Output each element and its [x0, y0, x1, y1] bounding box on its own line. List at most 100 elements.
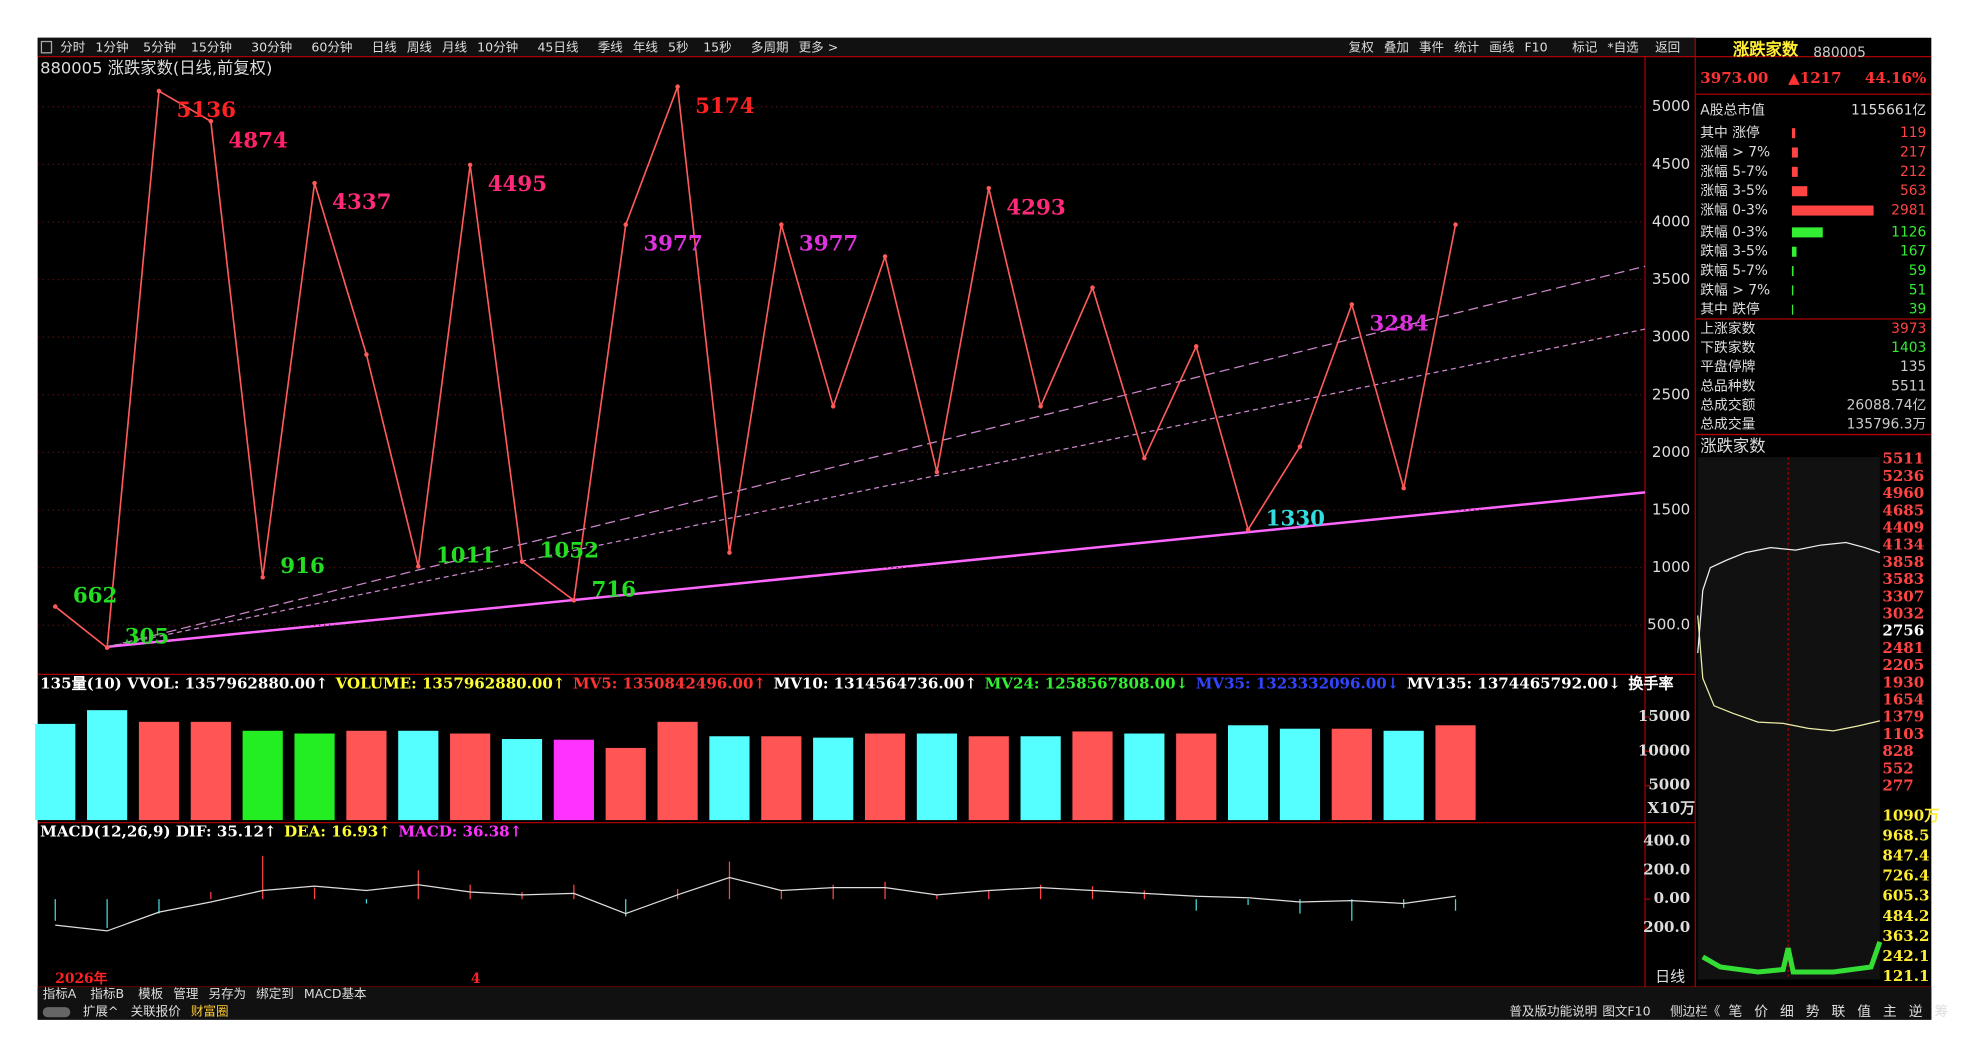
bottom-link[interactable]: 侧边栏《 [1670, 1004, 1721, 1019]
volume-bar [501, 739, 543, 821]
trend-line [107, 328, 1646, 648]
toolbar-item[interactable]: 分时 [60, 39, 86, 54]
stat-value: 26088.74亿 [1847, 397, 1927, 413]
mini-tick: 5511 [1882, 450, 1924, 468]
toolbar-item[interactable]: 30分钟 [251, 39, 292, 54]
window [37, 37, 1932, 1020]
breakdown-bar [1791, 186, 1808, 197]
side-tab[interactable]: 价 [1754, 1004, 1768, 1020]
bottom-tab[interactable]: 财富圈 [191, 1004, 229, 1019]
mini-vol-tick: 605.3 [1882, 887, 1929, 905]
bottom-tab[interactable]: 扩展^ [83, 1004, 119, 1019]
period: 日线 [1655, 968, 1685, 986]
toolbar-item[interactable]: 返回 [1655, 39, 1680, 54]
bottom-tab[interactable]: 指标A [43, 986, 77, 1001]
breakdown-value: 167 [1900, 244, 1926, 260]
y-tick-label: 1500 [1652, 501, 1690, 519]
price-point [779, 222, 784, 227]
chart-title: 880005 涨跌家数(日线,前复权) [40, 59, 272, 78]
price-point [675, 84, 680, 89]
toolbar-item[interactable]: 画线 [1489, 39, 1515, 54]
toolbar-item[interactable]: 标记 [1572, 39, 1598, 54]
volume-bar [864, 733, 906, 821]
bottom-link[interactable]: 图文F10 [1602, 1004, 1650, 1019]
bottom-tab[interactable]: 另存为 [208, 986, 246, 1001]
y-tick-label: 2000 [1652, 443, 1690, 461]
mini-tick: 1654 [1882, 691, 1924, 709]
price-point [1401, 485, 1406, 491]
breakdown-value: 563 [1900, 183, 1926, 199]
y-tick-label: 15000 [1638, 707, 1690, 725]
volume-bar [709, 736, 750, 821]
breakdown-value: 39 [1909, 302, 1927, 318]
side-tab[interactable]: 值 [1857, 1004, 1871, 1020]
bottom-tab[interactable]: 指标B [90, 986, 124, 1001]
breakdown-bar [1791, 166, 1798, 177]
toolbar-item[interactable]: 5秒 [668, 39, 689, 54]
side-tab[interactable]: 势 [1806, 1004, 1820, 1020]
mini-tick: 1930 [1882, 673, 1924, 691]
mini-title: 涨跌家数 [1700, 437, 1765, 456]
toolbar-item[interactable]: 10分钟 [477, 39, 518, 54]
mini-tick: 4685 [1882, 501, 1924, 519]
price-point [1297, 444, 1303, 449]
price-point [1453, 222, 1458, 227]
toolbar-item[interactable]: 统计 [1454, 39, 1480, 54]
side-tab[interactable]: 主 [1883, 1004, 1897, 1020]
price-point [830, 404, 836, 409]
change: ▲1217 [1788, 69, 1841, 87]
bottom-tab[interactable]: 模板 [138, 986, 164, 1001]
mini-tick: 3032 [1882, 605, 1924, 623]
value-label: 4495 [488, 172, 547, 197]
toolbar-item[interactable]: 60分钟 [311, 39, 352, 54]
toolbar-item[interactable]: *自选 [1607, 39, 1639, 54]
volume-bar [761, 736, 802, 821]
header-item: MACD: 36.38↑ [398, 823, 522, 841]
mini-tick: 4409 [1882, 518, 1924, 536]
toolbar-item[interactable]: 多周期 [751, 39, 789, 54]
toolbar-item[interactable]: 复权 [1349, 39, 1375, 54]
volume-bar [605, 747, 646, 821]
volume-bar [1020, 736, 1061, 821]
toolbar-item[interactable]: 叠加 [1384, 39, 1409, 54]
price-point [623, 222, 628, 227]
mini-tick: 2481 [1882, 639, 1924, 657]
toolbar-item[interactable]: 事件 [1419, 39, 1444, 54]
toolbar-item[interactable]: 年线 [633, 39, 659, 54]
y-tick-label: 2500 [1652, 385, 1690, 403]
side-tab[interactable]: 细 [1780, 1004, 1794, 1020]
bottom-tab[interactable]: MACD基本 [304, 986, 367, 1001]
side-tab[interactable]: 笔 [1729, 1004, 1743, 1020]
toolbar-item[interactable]: 季线 [598, 39, 624, 54]
breakdown-bar [1791, 128, 1796, 139]
bottom-tab[interactable]: 关联报价 [131, 1004, 182, 1019]
toolbar-item[interactable]: 5分钟 [143, 39, 176, 54]
toolbar-item[interactable]: 更多 > [799, 39, 839, 54]
side-tab[interactable]: 联 [1832, 1004, 1846, 1020]
side-tab[interactable]: 逆 [1909, 1004, 1923, 1020]
price-point [1349, 302, 1355, 307]
toolbar-item[interactable]: 45日线 [537, 39, 579, 54]
toolbar-item[interactable]: 15分钟 [191, 39, 232, 54]
unit-label: X10万 [1648, 799, 1696, 817]
value-label: 662 [73, 584, 118, 609]
y-tick-label: 1000 [1652, 558, 1690, 576]
toolbar-item[interactable]: 15秒 [703, 39, 732, 54]
bottom-tab[interactable]: 管理 [173, 986, 199, 1001]
mini-vol-tick: 121.1 [1882, 967, 1929, 985]
bottom-link[interactable]: 普及版功能说明 [1509, 1004, 1597, 1019]
toolbar-item[interactable]: F10 [1524, 39, 1547, 54]
toolbar-item[interactable]: 月线 [442, 39, 468, 54]
toolbar-item[interactable]: 1分钟 [95, 39, 128, 54]
breakdown-label: 跌幅 > 7% [1700, 282, 1770, 298]
toolbar-item[interactable]: 周线 [407, 39, 433, 54]
price-point [1090, 285, 1095, 290]
volume-bar [450, 733, 491, 821]
toolbar-item[interactable]: 日线 [372, 39, 398, 54]
price-point [208, 118, 214, 124]
bottom-tab[interactable]: 绑定到 [256, 986, 294, 1001]
side-tab[interactable]: 筹 [1934, 1003, 1948, 1020]
price-line [54, 86, 1457, 650]
value-label: 4874 [228, 128, 287, 153]
